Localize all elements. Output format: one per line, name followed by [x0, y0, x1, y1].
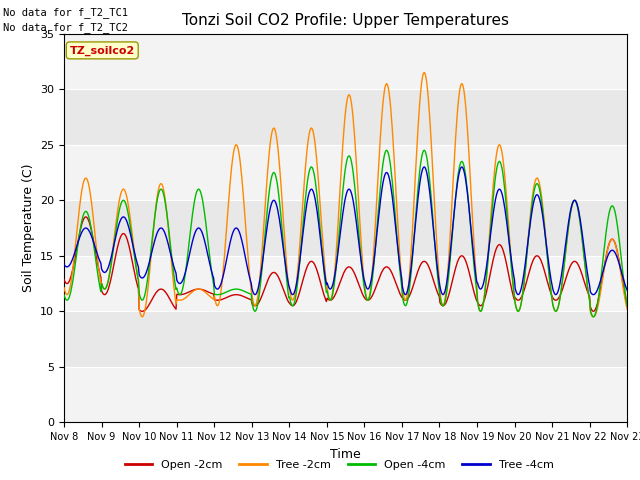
Legend: Open -2cm, Tree -2cm, Open -4cm, Tree -4cm: Open -2cm, Tree -2cm, Open -4cm, Tree -4… [120, 456, 558, 474]
Title: Tonzi Soil CO2 Profile: Upper Temperatures: Tonzi Soil CO2 Profile: Upper Temperatur… [182, 13, 509, 28]
Bar [64, 34, 627, 89]
Bar [64, 144, 627, 200]
Y-axis label: Soil Temperature (C): Soil Temperature (C) [22, 164, 35, 292]
Text: No data for f_T2_TC1: No data for f_T2_TC1 [3, 7, 128, 18]
Text: No data for f_T2_TC2: No data for f_T2_TC2 [3, 22, 128, 33]
Text: TZ_soilco2: TZ_soilco2 [70, 45, 135, 56]
Bar [64, 256, 627, 312]
Bar [64, 367, 627, 422]
X-axis label: Time: Time [330, 448, 361, 461]
